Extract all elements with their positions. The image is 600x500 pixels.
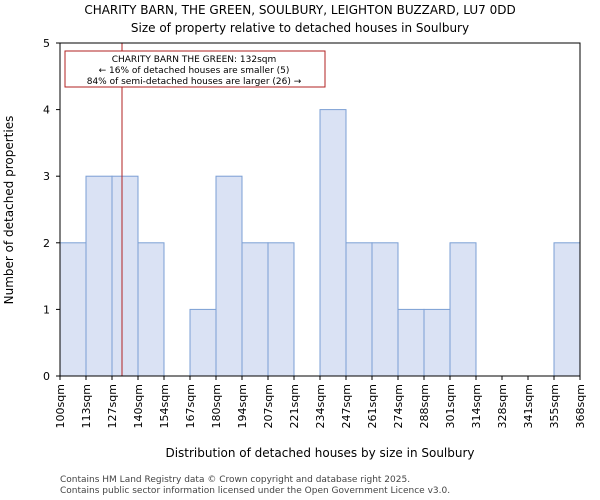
x-tick-label: 274sqm xyxy=(392,384,405,428)
chart-subtitle: Size of property relative to detached ho… xyxy=(131,21,469,35)
chart-title: CHARITY BARN, THE GREEN, SOULBURY, LEIGH… xyxy=(84,3,515,17)
x-tick-label: 194sqm xyxy=(236,384,249,428)
y-tick-label: 3 xyxy=(43,170,50,183)
histogram-bar xyxy=(267,242,295,377)
x-tick-label: 234sqm xyxy=(314,384,327,428)
x-tick-label: 167sqm xyxy=(184,384,197,428)
histogram-bar xyxy=(449,242,477,377)
histogram-bar xyxy=(111,175,139,377)
x-tick-label: 355sqm xyxy=(548,384,561,428)
x-tick-label: 328sqm xyxy=(496,384,509,428)
x-tick-label: 207sqm xyxy=(262,384,275,428)
x-tick-label: 247sqm xyxy=(340,384,353,428)
bars-group xyxy=(59,109,581,377)
x-axis-ticks: 100sqm 113sqm 127sqm 140sqm 154sqm 167sqm 180s… xyxy=(54,376,587,428)
y-axis-ticks: 0 1 2 3 4 5 xyxy=(43,37,60,383)
x-tick-label: 140sqm xyxy=(132,384,145,428)
annotation-frame xyxy=(64,50,326,88)
histogram-bar xyxy=(397,308,425,377)
y-axis-label: Number of detached properties xyxy=(2,116,16,305)
annotation-line-2: ← 16% of detached houses are smaller (5) xyxy=(99,66,290,76)
x-tick-label: 221sqm xyxy=(288,384,301,428)
histogram-bar xyxy=(59,242,87,377)
histogram-bar xyxy=(137,242,165,377)
footer-line-1: Contains HM Land Registry data © Crown c… xyxy=(60,475,410,485)
y-tick-label: 0 xyxy=(43,370,50,383)
y-tick-label: 2 xyxy=(43,237,50,250)
histogram-bar xyxy=(371,242,399,377)
x-axis-label: Distribution of detached houses by size … xyxy=(165,446,474,460)
x-tick-label: 113sqm xyxy=(80,384,93,428)
plot-frame xyxy=(59,42,581,377)
annotation-line-1: CHARITY BARN THE GREEN: 132sqm xyxy=(112,55,277,65)
x-tick-label: 314sqm xyxy=(470,384,483,428)
x-tick-label: 261sqm xyxy=(366,384,379,428)
histogram-bar xyxy=(85,175,113,377)
histogram-bar xyxy=(215,175,243,377)
y-tick-label: 5 xyxy=(43,37,50,50)
histogram-bar xyxy=(189,308,217,377)
x-tick-label: 341sqm xyxy=(522,384,535,428)
histogram-bar xyxy=(241,242,269,377)
annotation-box: CHARITY BARN THE GREEN: 132sqm ← 16% of … xyxy=(64,50,326,88)
histogram-bar xyxy=(423,308,451,377)
footer-line-2: Contains public sector information licen… xyxy=(60,486,450,496)
histogram-bar xyxy=(319,109,347,377)
histogram-bar xyxy=(345,242,373,377)
y-tick-label: 4 xyxy=(43,104,50,117)
y-tick-label: 1 xyxy=(43,303,50,316)
x-tick-label: 368sqm xyxy=(574,384,587,428)
x-tick-label: 100sqm xyxy=(54,384,67,428)
x-tick-label: 180sqm xyxy=(210,384,223,428)
x-tick-label: 301sqm xyxy=(444,384,457,428)
x-tick-label: 127sqm xyxy=(106,384,119,428)
histogram-bar xyxy=(553,242,581,377)
x-tick-label: 154sqm xyxy=(158,384,171,428)
annotation-line-3: 84% of semi-detached houses are larger (… xyxy=(87,77,302,87)
x-tick-label: 288sqm xyxy=(418,384,431,428)
